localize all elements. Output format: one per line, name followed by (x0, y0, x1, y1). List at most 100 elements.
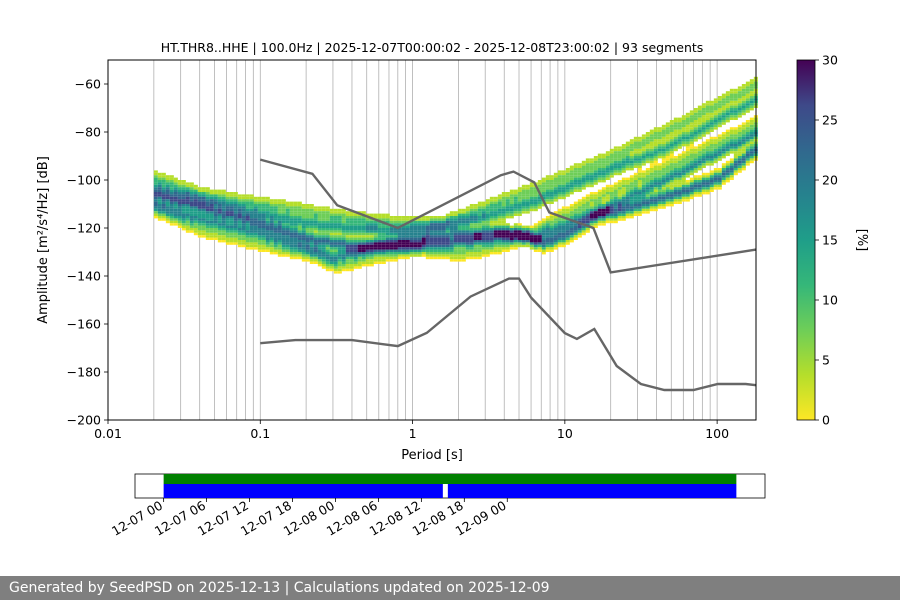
psd-cell (601, 208, 606, 212)
psd-cell (289, 254, 294, 257)
psd-cell (489, 206, 494, 209)
psd-cell (153, 206, 158, 209)
psd-cell (573, 230, 578, 233)
psd-cell (645, 208, 650, 212)
psd-cell (173, 182, 178, 185)
psd-cell (297, 249, 302, 252)
psd-cell (465, 213, 470, 216)
psd-cell (461, 223, 466, 226)
psd-cell (221, 211, 226, 214)
psd-cell (673, 163, 678, 166)
psd-cell (197, 194, 202, 197)
footer-text: Generated by SeedPSD on 2025-12-13 | Cal… (9, 580, 550, 596)
psd-cell (669, 194, 674, 197)
psd-cell (729, 110, 734, 113)
psd-cell (329, 240, 334, 243)
psd-cell (341, 225, 346, 228)
psd-cell (249, 240, 254, 243)
psd-cell (685, 175, 690, 178)
psd-cell (637, 144, 642, 147)
psd-cell (437, 220, 442, 224)
psd-cell (581, 165, 586, 168)
psd-cell (357, 242, 362, 245)
psd-cell (469, 206, 474, 209)
psd-cell (357, 266, 362, 269)
psd-cell (601, 199, 606, 202)
psd-cell (549, 189, 554, 192)
psd-cell (613, 201, 618, 204)
psd-cell (517, 240, 522, 243)
psd-cell (309, 213, 314, 216)
psd-cell (457, 249, 462, 252)
psd-cell (505, 249, 510, 252)
psd-cell (709, 160, 714, 164)
psd-cell (213, 211, 218, 214)
psd-cell (629, 163, 634, 166)
psd-cell (709, 177, 714, 180)
psd-cell (301, 235, 306, 238)
psd-cell (673, 144, 678, 147)
psd-cell (465, 247, 470, 250)
psd-cell (673, 184, 678, 188)
psd-cell (437, 228, 442, 231)
psd-cell (501, 235, 506, 238)
psd-cell (505, 199, 510, 202)
psd-cell (349, 218, 354, 221)
psd-cell (229, 192, 234, 195)
psd-cell (565, 182, 570, 185)
psd-cell (273, 201, 278, 204)
psd-cell (669, 139, 674, 142)
psd-cell (333, 249, 338, 252)
colorbar-tick-label: 30 (822, 53, 838, 68)
psd-cell (721, 163, 726, 166)
psd-cell (301, 225, 306, 228)
psd-cell (357, 264, 362, 267)
psd-cell (681, 115, 686, 118)
psd-cell (345, 244, 350, 248)
psd-cell (613, 146, 618, 149)
psd-cell (697, 168, 702, 171)
psd-cell (737, 110, 742, 113)
psd-cell (245, 235, 250, 238)
psd-cell (517, 208, 522, 212)
psd-cell (377, 228, 382, 231)
psd-cell (581, 168, 586, 171)
psd-cell (269, 240, 274, 243)
psd-cell (561, 196, 566, 200)
psd-cell (349, 211, 354, 214)
psd-cell (597, 194, 602, 197)
psd-cell (509, 201, 514, 204)
psd-cell (285, 247, 290, 250)
psd-cell (365, 254, 370, 257)
psd-cell (729, 139, 734, 142)
psd-cell (441, 252, 446, 255)
psd-cell (705, 182, 710, 185)
psd-cell (557, 182, 562, 185)
psd-cell (621, 194, 626, 197)
psd-cell (409, 252, 414, 255)
psd-cell (721, 122, 726, 125)
psd-cell (377, 252, 382, 255)
psd-cell (709, 110, 714, 113)
psd-cell (613, 189, 618, 192)
psd-cell (269, 242, 274, 245)
psd-cell (609, 151, 614, 154)
psd-cell (469, 208, 474, 212)
psd-cell (505, 242, 510, 245)
psd-cell (485, 201, 490, 204)
psd-cell (561, 228, 566, 231)
psd-cell (269, 228, 274, 231)
psd-cell (665, 132, 670, 135)
psd-cell (721, 151, 726, 154)
psd-cell (197, 211, 202, 214)
psd-cell (325, 213, 330, 216)
psd-cell (577, 201, 582, 204)
psd-cell (729, 134, 734, 137)
psd-cell (637, 165, 642, 168)
psd-cell (405, 240, 410, 243)
psd-cell (745, 122, 750, 125)
psd-cell (613, 170, 618, 173)
psd-cell (661, 136, 666, 140)
psd-cell (445, 220, 450, 224)
psd-cell (717, 100, 722, 104)
